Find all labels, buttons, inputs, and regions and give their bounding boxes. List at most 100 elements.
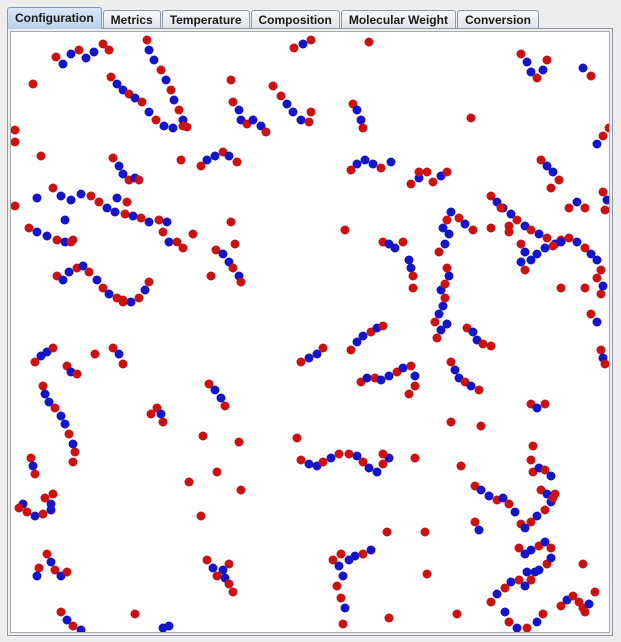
monomer-blue <box>602 195 609 205</box>
tab-metrics[interactable]: Metrics <box>102 10 161 29</box>
monomer-red <box>378 321 388 331</box>
monomer-red <box>130 609 140 619</box>
monomer-blue <box>78 261 88 271</box>
monomer-red <box>106 72 116 82</box>
monomer-blue <box>556 237 566 247</box>
monomer-red <box>166 85 176 95</box>
tab-molecular-weight[interactable]: Molecular Weight <box>340 10 456 29</box>
monomer-red <box>174 105 184 115</box>
monomer-blue <box>366 545 376 555</box>
monomer-red <box>486 223 496 233</box>
monomer-blue <box>338 571 348 581</box>
monomer-red <box>598 187 608 197</box>
monomer-red <box>428 177 438 187</box>
monomer-red <box>514 575 524 585</box>
monomer-red <box>548 493 558 503</box>
monomer-blue <box>68 439 78 449</box>
monomer-blue <box>169 95 179 105</box>
monomer-blue <box>492 589 502 599</box>
monomer-red <box>24 223 34 233</box>
monomer-blue <box>474 525 484 535</box>
monomer-red <box>486 341 496 351</box>
monomer-red <box>42 549 52 559</box>
monomer-blue <box>546 471 556 481</box>
monomer-red <box>48 343 58 353</box>
monomer-red <box>422 569 432 579</box>
monomer-red <box>580 607 590 617</box>
monomer-blue <box>126 297 136 307</box>
monomer-red <box>434 247 444 257</box>
monomer-blue <box>32 571 42 581</box>
monomer-red <box>384 613 394 623</box>
monomer-red <box>590 587 600 597</box>
monomer-blue <box>360 155 370 165</box>
monomer-red <box>226 75 236 85</box>
monomer-blue <box>46 505 56 515</box>
monomer-blue <box>404 255 414 265</box>
monomer-red <box>51 52 61 62</box>
monomer-red <box>156 65 166 75</box>
monomer-blue <box>548 167 558 177</box>
monomer-red <box>546 543 556 553</box>
monomer-blue <box>386 157 396 167</box>
monomer-red <box>580 243 590 253</box>
monomer-blue <box>58 275 68 285</box>
monomer-blue <box>350 551 360 561</box>
monomer-blue <box>372 467 382 477</box>
monomer-red <box>548 241 558 251</box>
monomer-blue <box>520 581 530 591</box>
monomer-red <box>134 175 144 185</box>
monomer-blue <box>110 207 120 217</box>
tab-composition[interactable]: Composition <box>250 10 340 29</box>
monomer-blue <box>76 625 86 632</box>
monomer-red <box>542 233 552 243</box>
monomer-red <box>526 575 536 585</box>
monomer-blue <box>46 557 56 567</box>
monomer-blue <box>168 123 178 133</box>
monomer-red <box>470 517 480 527</box>
monomer-blue <box>32 227 42 237</box>
monomer-blue <box>164 237 174 247</box>
monomer-blue <box>66 49 76 59</box>
monomer-red <box>234 437 244 447</box>
monomer-blue <box>60 215 70 225</box>
monomer-red <box>408 271 418 281</box>
monomer-red <box>118 359 128 369</box>
monomer-blue <box>76 189 86 199</box>
monomer-blue <box>578 63 588 73</box>
monomer-blue <box>520 523 530 533</box>
monomer-red <box>108 343 118 353</box>
monomer-red <box>358 123 368 133</box>
monomer-blue <box>40 389 50 399</box>
tab-temperature[interactable]: Temperature <box>161 10 250 29</box>
monomer-blue <box>572 237 582 247</box>
monomer-red <box>344 449 354 459</box>
monomer-red <box>468 225 478 235</box>
monomer-red <box>364 37 374 47</box>
monomer-red <box>11 137 20 147</box>
tab-configuration[interactable]: Configuration <box>7 7 102 29</box>
monomer-red <box>94 197 104 207</box>
monomer-blue <box>532 617 542 627</box>
monomer-red <box>604 123 609 133</box>
simulation-canvas[interactable] <box>10 31 610 633</box>
monomer-red <box>514 543 524 553</box>
monomer-red <box>48 489 58 499</box>
monomer-red <box>478 339 488 349</box>
monomer-red <box>48 183 58 193</box>
monomer-red <box>486 191 496 201</box>
monomer-blue <box>32 193 42 203</box>
monomer-red <box>556 283 566 293</box>
monomer-blue <box>540 537 550 547</box>
monomer-red <box>122 197 132 207</box>
monomer-blue <box>218 565 228 575</box>
monomer-red <box>224 559 234 569</box>
monomer-red <box>596 289 606 299</box>
monomer-blue <box>598 281 608 291</box>
tab-conversion[interactable]: Conversion <box>456 10 539 29</box>
monomer-red <box>440 293 450 303</box>
monomer-red <box>64 429 74 439</box>
monomer-blue <box>406 263 416 273</box>
monomer-red <box>346 165 356 175</box>
monomer-red <box>236 485 246 495</box>
